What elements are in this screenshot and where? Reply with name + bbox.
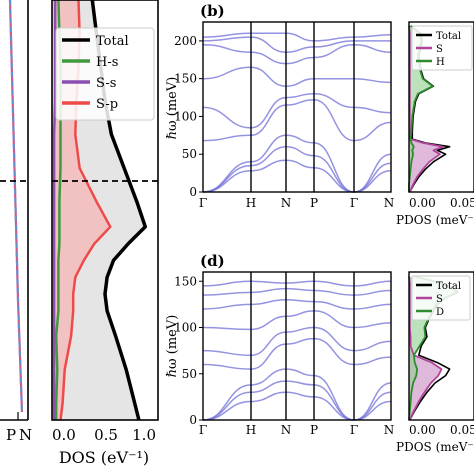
- band-strip-tick-label: P: [6, 426, 16, 444]
- pdos-d-legend-label: Total: [436, 281, 461, 292]
- phonon-branch: [202, 32, 392, 42]
- phonon-d-frame: [202, 271, 392, 421]
- phonon-d-x-tick-label: N: [384, 423, 395, 437]
- phonon-branch: [202, 310, 392, 331]
- band-strip-panel: P N: [0, 0, 32, 444]
- phonon-d-branches: [202, 280, 392, 421]
- pdos-d-legend-box: [411, 275, 471, 321]
- dos-legend: Total H-s S-s S-p: [55, 27, 155, 121]
- phonon-b-frame: [202, 21, 392, 193]
- pdos-d-legend-label: S: [436, 294, 443, 305]
- pdos-d-panel: Total S D 0.00 0.05 PDOS (meV⁻: [396, 271, 474, 454]
- dos-legend-label: H-s: [96, 55, 118, 70]
- pdos-curve: [408, 276, 443, 421]
- phonon-d-x-tick-label: Γ: [199, 423, 207, 437]
- phonon-d-x-tick-label: N: [281, 423, 292, 437]
- y-tick-label: 150: [174, 274, 197, 288]
- phonon-b-branches: [202, 32, 392, 193]
- phonon-b-x-tick-label: H: [246, 196, 256, 210]
- pdos-b-panel: Total S H 0.00 0.05 PDOS (meV⁻: [396, 21, 474, 227]
- dos-curve-s-s: [52, 0, 57, 420]
- phonon-d-y-ticks: 0 50 100 150: [174, 274, 203, 427]
- phonon-branch: [202, 159, 392, 193]
- pdos-b-legend-label: H: [436, 57, 445, 68]
- phonon-d-y-axis-label: ℏω (meV): [165, 315, 180, 378]
- pdos-d-legend: Total S D: [411, 275, 471, 321]
- pdos-b-x-axis-label: PDOS (meV⁻: [396, 213, 474, 227]
- phonon-b-x-tick-label: N: [384, 196, 395, 210]
- phonon-branch: [202, 36, 391, 53]
- phonon-b-x-tick-label: P: [310, 196, 318, 210]
- phonon-d-x-tick-label: Γ: [350, 423, 358, 437]
- phonon-b-x-ticks: Γ H N P Γ N: [199, 196, 394, 210]
- pdos-d-frame: [408, 271, 474, 421]
- band-strip-line: [8, 0, 24, 413]
- phonon-branch: [202, 99, 392, 142]
- pdos-b-legend-label: Total: [436, 31, 461, 42]
- band-strip-tick-label: N: [19, 426, 32, 444]
- dos-legend-label: S-p: [96, 97, 118, 112]
- pdos-b-legend-box: [411, 25, 473, 71]
- pdos-b-legend-label: S: [436, 44, 443, 55]
- dos-x-axis-label: DOS (eV⁻¹): [59, 448, 149, 467]
- phonon-branch: [202, 380, 392, 421]
- pdos-curve: [408, 25, 445, 193]
- phonon-d-panel: (d) 0 50 100 150 ℏω (meV) Γ H N P Γ N: [165, 252, 394, 437]
- phonon-branch: [202, 145, 392, 193]
- dos-legend-label: S-s: [96, 76, 116, 91]
- pdos-fill: [409, 25, 444, 192]
- dos-x-tick-label: 1.0: [132, 426, 156, 444]
- band-strip-series: [8, 0, 24, 413]
- phonon-branch: [202, 326, 392, 357]
- pdos-b-x-tick-label: 0.05: [450, 196, 474, 210]
- panel-label-d: (d): [200, 252, 225, 270]
- phonon-branch: [202, 368, 392, 421]
- pdos-b-legend: Total S H: [411, 25, 473, 71]
- y-tick-label: 0: [189, 413, 197, 427]
- phonon-branch: [202, 43, 392, 65]
- dos-frame: [51, 0, 159, 421]
- y-tick-label: 0: [189, 185, 197, 199]
- phonon-branch: [202, 134, 392, 193]
- y-tick-label: 50: [182, 367, 197, 381]
- pdos-fill: [409, 276, 442, 420]
- phonon-b-panel: (b) 0 50 100 150 200 ℏω (meV) Γ H N P Γ N: [165, 2, 394, 210]
- phonon-branch: [202, 299, 392, 310]
- pdos-d-x-tick-label: 0.05: [450, 423, 474, 437]
- dos-x-tick-label: 0.0: [52, 426, 76, 444]
- y-tick-label: 50: [182, 147, 197, 161]
- panel-label-b: (b): [200, 2, 225, 20]
- dos-x-tick-label: 0.5: [94, 426, 118, 444]
- phonon-branch: [202, 93, 392, 129]
- y-tick-label: 100: [174, 321, 197, 335]
- pdos-d-x-tick-label: 0.00: [409, 423, 436, 437]
- pdos-b-frame: [408, 21, 474, 193]
- phonon-b-y-ticks: 0 50 100 150 200: [174, 34, 203, 199]
- phonon-b-x-tick-label: Γ: [199, 196, 207, 210]
- phonon-d-x-tick-label: P: [310, 423, 318, 437]
- phonon-d-x-tick-label: H: [246, 423, 256, 437]
- phonon-d-x-ticks: Γ H N P Γ N: [199, 423, 394, 437]
- pdos-d-x-axis-label: PDOS (meV⁻: [396, 440, 474, 454]
- phonon-b-x-tick-label: N: [281, 196, 292, 210]
- phonon-branch: [202, 337, 392, 370]
- y-tick-label: 150: [174, 72, 197, 86]
- dos-legend-box: [55, 27, 155, 121]
- phonon-b-x-tick-label: Γ: [350, 196, 358, 210]
- phonon-branch: [202, 280, 392, 287]
- pdos-d-legend-label: D: [436, 307, 444, 318]
- pdos-b-x-tick-label: 0.00: [409, 196, 436, 210]
- phonon-b-y-axis-label: ℏω (meV): [165, 77, 180, 140]
- dos-panel: Total H-s S-s S-p 0.0 0.5 1.0 DOS (eV⁻¹): [51, 0, 159, 467]
- y-tick-label: 200: [174, 34, 197, 48]
- phonon-branch: [202, 66, 392, 87]
- dos-legend-label: Total: [96, 34, 129, 49]
- phonon-branch: [202, 287, 392, 296]
- y-tick-label: 100: [174, 109, 197, 123]
